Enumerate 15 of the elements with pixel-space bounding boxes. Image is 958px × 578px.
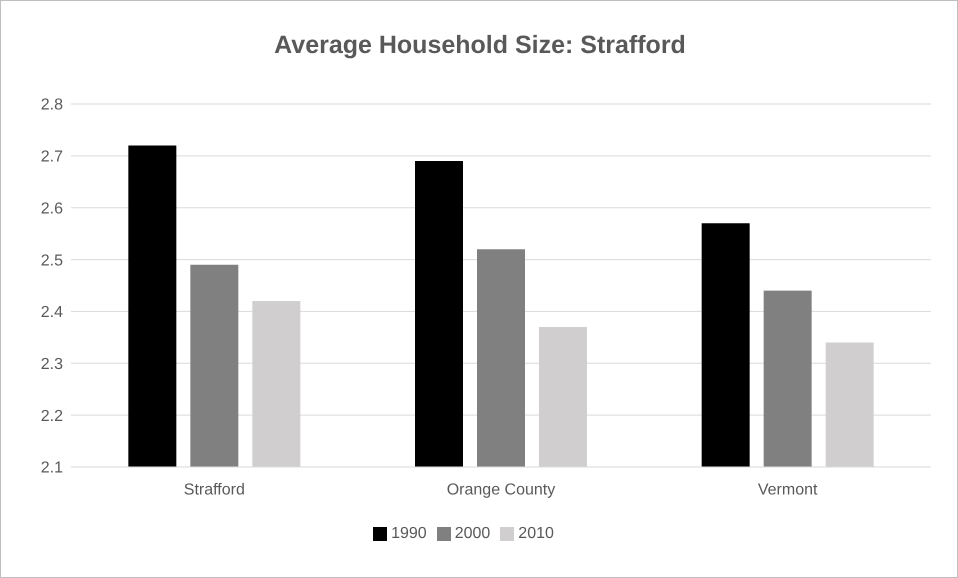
y-tick-label: 2.6 — [40, 200, 64, 218]
x-tick-label: Orange County — [446, 481, 556, 498]
y-tick-label: 2.7 — [40, 148, 64, 166]
legend-label: 2000 — [454, 525, 490, 542]
y-tick-label: 2.5 — [40, 252, 64, 270]
x-tick-label: Strafford — [184, 481, 245, 498]
y-tick-label: 2.2 — [40, 408, 64, 425]
y-tick-label: 2.8 — [40, 96, 64, 114]
chart-title: Average Household Size: Strafford — [273, 31, 687, 60]
y-tick-label: 2.4 — [40, 304, 64, 322]
y-tick-label: 2.3 — [40, 356, 64, 373]
y-tick-label: 2.1 — [40, 460, 64, 477]
x-tick-label: Vermont — [758, 481, 818, 498]
legend-label: 2010 — [518, 525, 554, 542]
legend-label: 1990 — [391, 525, 427, 542]
